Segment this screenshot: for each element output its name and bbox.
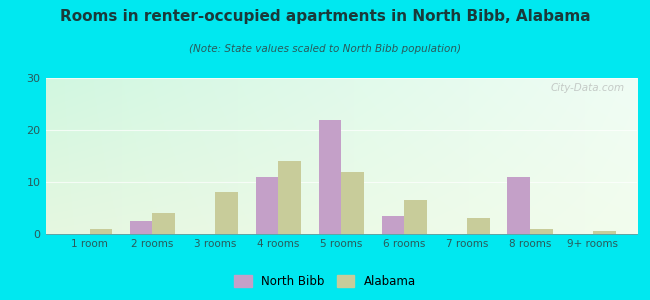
Bar: [318, 120, 341, 234]
Text: City-Data.com: City-Data.com: [551, 83, 625, 93]
Legend: North Bibb, Alabama: North Bibb, Alabama: [231, 271, 419, 291]
Bar: [404, 200, 427, 234]
Text: Rooms in renter-occupied apartments in North Bibb, Alabama: Rooms in renter-occupied apartments in N…: [60, 9, 590, 24]
Bar: [508, 177, 530, 234]
Bar: [467, 218, 489, 234]
Bar: [593, 231, 616, 234]
Bar: [215, 192, 238, 234]
Bar: [341, 172, 364, 234]
Text: (Note: State values scaled to North Bibb population): (Note: State values scaled to North Bibb…: [189, 44, 461, 53]
Bar: [278, 161, 301, 234]
Bar: [530, 229, 552, 234]
Bar: [153, 213, 175, 234]
Bar: [90, 229, 112, 234]
Bar: [255, 177, 278, 234]
Bar: [130, 221, 153, 234]
Bar: [382, 216, 404, 234]
